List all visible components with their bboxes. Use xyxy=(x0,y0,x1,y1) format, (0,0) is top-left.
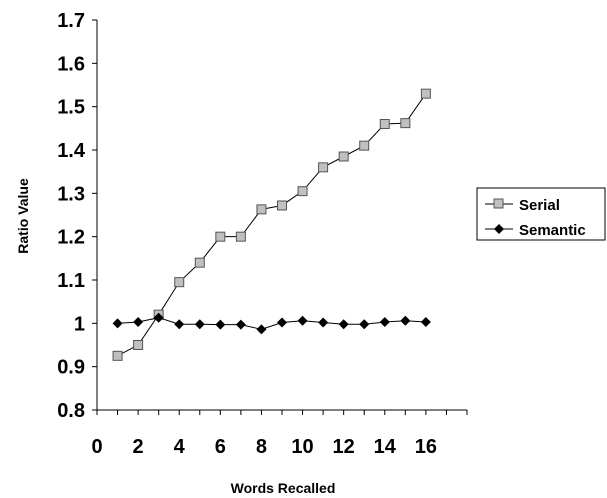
x-tick-label: 0 xyxy=(91,436,102,458)
legend-label-semantic: Semantic xyxy=(519,222,586,239)
y-tick-label: 1 xyxy=(74,313,85,335)
data-point-semantic xyxy=(256,324,267,335)
data-point-serial xyxy=(215,231,226,242)
y-tick-label: 0.8 xyxy=(57,400,85,422)
legend: Serial Semantic xyxy=(476,187,606,241)
data-point-semantic xyxy=(338,319,349,330)
data-point-semantic xyxy=(359,319,370,330)
data-point-serial xyxy=(194,257,205,268)
x-tick-label: 14 xyxy=(374,436,397,458)
legend-item-serial: Serial xyxy=(485,197,560,214)
x-tick-label: 6 xyxy=(215,436,226,458)
data-point-semantic xyxy=(194,319,205,330)
y-tick-label: 1.7 xyxy=(57,10,85,32)
x-tick-label: 4 xyxy=(174,436,186,458)
data-point-semantic xyxy=(133,317,144,328)
series-line-serial xyxy=(117,93,427,357)
y-axis-ticks: 0.8 0.9 1 1.1 1.2 1.3 1.4 1.5 1.6 1.7 xyxy=(57,10,97,422)
legend-label-serial: Serial xyxy=(519,197,560,214)
data-point-serial xyxy=(112,350,123,361)
data-point-semantic xyxy=(174,319,185,330)
data-point-semantic xyxy=(112,318,123,329)
data-point-serial xyxy=(400,118,411,129)
x-tick-label: 2 xyxy=(133,436,144,458)
data-point-semantic xyxy=(297,315,308,326)
x-tick-label: 8 xyxy=(256,436,267,458)
legend-box xyxy=(476,187,606,241)
y-tick-label: 0.9 xyxy=(57,357,85,379)
data-point-semantic xyxy=(420,317,431,328)
y-tick-label: 1.3 xyxy=(57,183,85,205)
x-axis-ticks: 0 2 4 6 8 10 12 14 16 xyxy=(91,410,468,458)
y-tick-label: 1.1 xyxy=(57,270,85,292)
data-point-serial xyxy=(277,200,287,211)
legend-marker-semantic xyxy=(494,224,504,234)
data-point-serial xyxy=(174,277,185,288)
data-point-serial xyxy=(235,231,246,242)
axes xyxy=(96,20,467,411)
data-point-serial xyxy=(318,162,329,173)
y-tick-label: 1.6 xyxy=(57,53,85,75)
y-axis-title: Ratio Value xyxy=(15,178,31,254)
x-tick-label: 12 xyxy=(333,436,355,458)
legend-item-semantic: Semantic xyxy=(485,222,586,239)
data-point-serial xyxy=(359,140,370,151)
data-point-serial xyxy=(297,186,308,197)
data-point-serial xyxy=(379,119,390,129)
y-tick-label: 1.5 xyxy=(57,97,85,119)
data-point-semantic xyxy=(215,319,226,330)
y-tick-label: 1.4 xyxy=(57,140,86,162)
x-tick-label: 16 xyxy=(415,436,437,458)
legend-marker-serial xyxy=(493,198,504,209)
series-line-semantic xyxy=(117,317,426,330)
data-point-semantic xyxy=(235,319,246,330)
data-point-serial xyxy=(133,340,144,350)
x-axis-title: Words Recalled xyxy=(231,480,336,496)
data-point-serial xyxy=(338,151,349,162)
data-point-serial xyxy=(256,204,267,215)
data-point-semantic xyxy=(379,317,390,328)
data-point-semantic xyxy=(318,317,329,328)
x-tick-label: 10 xyxy=(291,436,313,458)
y-tick-label: 1.2 xyxy=(57,227,85,249)
data-point-serial xyxy=(420,88,431,99)
data-point-semantic xyxy=(400,315,411,326)
data-point-semantic xyxy=(277,317,287,328)
data-point-semantic xyxy=(153,312,164,323)
series-layer xyxy=(112,88,431,361)
